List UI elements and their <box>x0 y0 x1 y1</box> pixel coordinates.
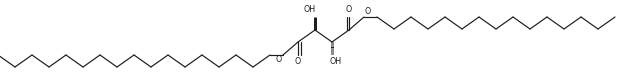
Text: OH: OH <box>304 5 316 15</box>
Text: OH: OH <box>330 57 342 67</box>
Text: O: O <box>346 5 352 15</box>
Text: O: O <box>295 57 301 67</box>
Text: O: O <box>276 56 282 65</box>
Text: O: O <box>365 7 371 17</box>
